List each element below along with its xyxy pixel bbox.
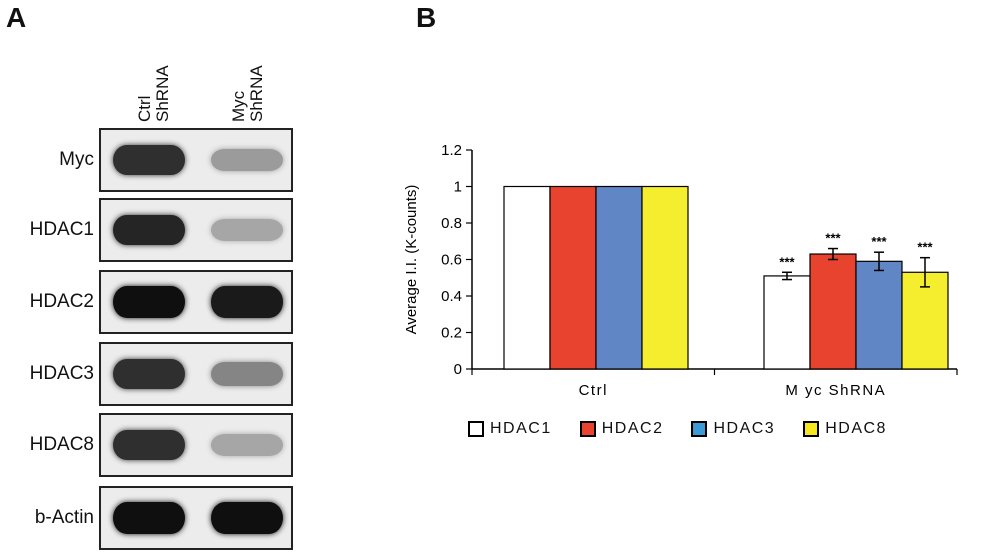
blot-image	[99, 128, 293, 192]
bar	[641, 185, 689, 370]
panel-b-letter: B	[416, 2, 437, 33]
bar	[549, 185, 597, 370]
blot-image	[99, 342, 293, 406]
legend-label: HDAC3	[713, 420, 776, 437]
legend-item: HDAC8	[803, 420, 887, 438]
y-tick-label: 0	[454, 361, 462, 378]
blot-row: HDAC8	[0, 413, 296, 477]
legend-swatch	[803, 421, 820, 437]
legend-item: HDAC2	[579, 420, 664, 438]
blot-band	[113, 430, 185, 460]
significance-label: ***	[917, 240, 933, 255]
panel-a-letter: A	[6, 2, 27, 33]
blot-row-label: Myc	[59, 149, 94, 170]
legend-item: HDAC3	[691, 420, 775, 438]
y-tick-label: 1	[454, 179, 462, 196]
x-tick-label: Ctrl	[579, 382, 608, 399]
column-label-line1: Myc	[229, 90, 248, 122]
x-tick-label: M yc ShRNA	[785, 382, 886, 399]
legend-label: HDAC1	[490, 420, 552, 437]
blot-band	[211, 286, 283, 318]
blot-row: HDAC1	[0, 198, 296, 262]
blot-band	[211, 148, 283, 172]
y-tick-label: 0.2	[441, 325, 462, 342]
column-label-ctrl-shrna: Ctrl ShRNA	[135, 65, 172, 122]
column-label-myc-shrna: Myc ShRNA	[229, 65, 266, 122]
blot-band	[113, 502, 185, 534]
y-tick-label: 1.2	[441, 142, 462, 159]
significance-label: ***	[871, 234, 887, 249]
blot-band	[211, 218, 283, 242]
bar-chart: 0 0.2 0.4 0.6 0.8 1 1.2 Average I.I. (K-counts)…	[403, 142, 958, 399]
chart-legend: HDAC1 HDAC2 HDAC3 HDAC8	[468, 420, 915, 438]
blot-band	[211, 433, 283, 457]
blot-band	[113, 214, 185, 246]
bar	[595, 185, 643, 370]
blot-row-label: HDAC8	[29, 434, 94, 455]
legend-swatch	[691, 421, 708, 437]
column-label-line2: ShRNA	[153, 65, 172, 122]
y-tick-label: 0.6	[441, 252, 462, 269]
column-label-line2: ShRNA	[247, 65, 266, 122]
bar	[763, 275, 811, 370]
bar	[855, 260, 903, 370]
blot-band	[211, 361, 283, 387]
y-tick-label: 0.8	[441, 215, 462, 232]
bar	[809, 253, 857, 370]
blot-row-label: b-Actin	[34, 507, 94, 528]
blot-row: HDAC2	[0, 270, 296, 334]
legend-swatch	[579, 421, 596, 437]
blot-image	[99, 270, 293, 334]
blot-band	[211, 502, 283, 534]
y-tick-label: 0.4	[441, 288, 462, 305]
y-axis-label: Average I.I. (K-counts)	[403, 185, 420, 335]
legend-swatch	[468, 421, 484, 437]
blot-row: b-Actin	[0, 486, 296, 550]
significance-label: ***	[779, 254, 795, 269]
blot-band	[113, 145, 185, 175]
blot-band	[113, 359, 185, 389]
legend-label: HDAC2	[601, 420, 664, 437]
significance-label: ***	[825, 231, 841, 246]
blot-row-label: HDAC3	[29, 363, 94, 384]
blot-image	[99, 486, 293, 550]
bar	[901, 271, 949, 370]
blot-image	[99, 413, 293, 477]
blot-row: Myc	[0, 128, 296, 192]
bar	[503, 185, 551, 370]
legend-label: HDAC8	[825, 420, 887, 437]
blot-row-label: HDAC2	[29, 291, 94, 312]
column-label-line1: Ctrl	[135, 95, 154, 122]
blot-image	[99, 198, 293, 262]
blot-row: HDAC3	[0, 342, 296, 406]
legend-item: HDAC1	[468, 420, 552, 438]
blot-row-label: HDAC1	[29, 219, 94, 240]
blot-band	[113, 286, 185, 318]
